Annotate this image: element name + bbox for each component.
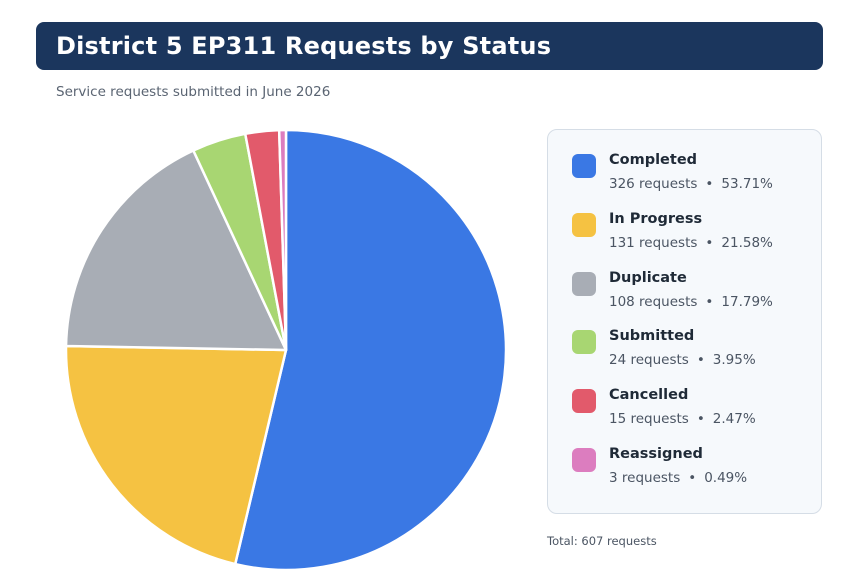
legend-percent: 2.47% xyxy=(712,411,756,427)
chart-title: District 5 EP311 Requests by Status xyxy=(56,32,552,60)
pie-slice-reassigned xyxy=(277,128,288,352)
legend-separator: • xyxy=(705,294,714,310)
legend-separator: • xyxy=(705,176,714,192)
pie-slice-duplicate xyxy=(64,149,288,352)
legend-separator: • xyxy=(696,352,705,368)
legend-detail: 3 requests • 0.49% xyxy=(609,470,747,486)
legend-count: 3 requests xyxy=(609,470,681,486)
legend-swatch-reassigned xyxy=(572,448,596,472)
legend-label: Duplicate xyxy=(609,270,687,286)
legend-swatch-cancelled xyxy=(572,389,596,413)
legend-swatch-duplicate xyxy=(572,272,596,296)
legend-percent: 3.95% xyxy=(712,352,756,368)
legend-percent: 17.79% xyxy=(721,294,773,310)
legend-detail: 108 requests • 17.79% xyxy=(609,294,773,310)
chart-subtitle: Service requests submitted in June 2026 xyxy=(56,84,331,100)
legend-label: Reassigned xyxy=(609,446,703,462)
legend: Completed 326 requests • 53.71% In Progres… xyxy=(547,129,822,514)
pie-slice-in-progress xyxy=(64,344,288,566)
legend-percent: 53.71% xyxy=(721,176,773,192)
legend-label: In Progress xyxy=(609,211,703,227)
legend-detail: 326 requests • 53.71% xyxy=(609,176,773,192)
legend-count: 131 requests xyxy=(609,235,698,251)
legend-separator: • xyxy=(696,411,705,427)
legend-detail: 15 requests • 2.47% xyxy=(609,411,756,427)
legend-label: Completed xyxy=(609,152,698,168)
legend-swatch-completed xyxy=(572,154,596,178)
legend-detail: 131 requests • 21.58% xyxy=(609,235,773,251)
total-requests: Total: 607 requests xyxy=(547,534,657,548)
legend-count: 326 requests xyxy=(609,176,698,192)
legend-count: 108 requests xyxy=(609,294,698,310)
legend-count: 24 requests xyxy=(609,352,689,368)
legend-swatch-in-progress xyxy=(572,213,596,237)
pie-slice-completed xyxy=(233,128,508,572)
legend-label: Cancelled xyxy=(609,387,689,403)
legend-separator: • xyxy=(688,470,697,486)
legend-detail: 24 requests • 3.95% xyxy=(609,352,756,368)
legend-percent: 21.58% xyxy=(721,235,773,251)
legend-separator: • xyxy=(705,235,714,251)
pie-slices xyxy=(64,128,508,572)
legend-percent: 0.49% xyxy=(704,470,748,486)
legend-swatch-submitted xyxy=(572,330,596,354)
legend-count: 15 requests xyxy=(609,411,689,427)
title-bar: District 5 EP311 Requests by Status xyxy=(36,22,823,70)
legend-label: Submitted xyxy=(609,328,695,344)
